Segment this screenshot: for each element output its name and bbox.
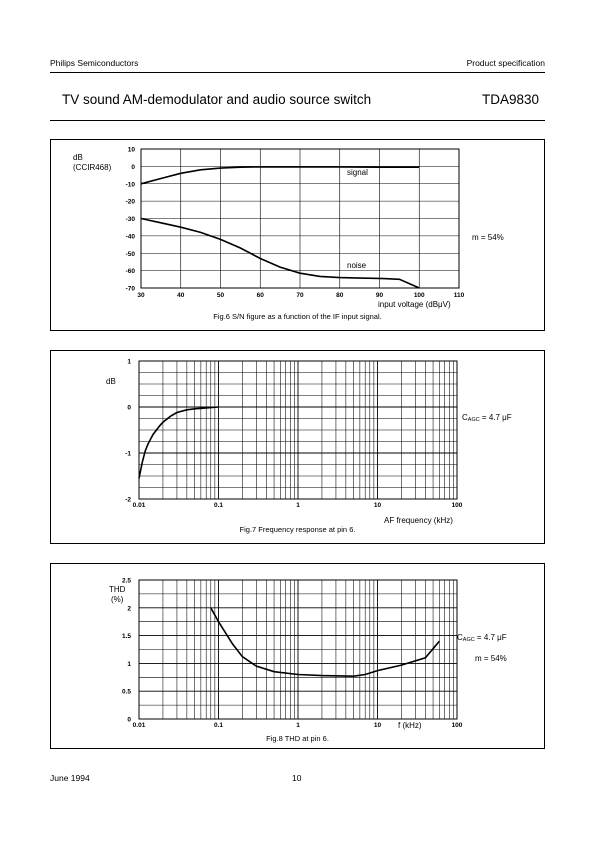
figure-8-panel: 0.01 0.1 1 100 10 2.5 2 1.5 1 0.5 0 THD (%) CAGC =… bbox=[50, 563, 545, 749]
figure-7-xlabel: AF frequency (kHz) bbox=[384, 516, 453, 525]
y-tick-label: -1 bbox=[125, 451, 131, 458]
y-tick-label: -60 bbox=[126, 268, 136, 275]
x-tick-label: 1 bbox=[296, 502, 300, 509]
figure-7-ylabel: dB bbox=[106, 377, 116, 386]
y-tick-label: 0 bbox=[131, 164, 135, 171]
plot-frame bbox=[138, 360, 458, 500]
y-tick-label: -50 bbox=[126, 251, 136, 258]
figure-6-ylabel-line1: dB bbox=[73, 153, 83, 162]
x-tick-label: 0.01 bbox=[133, 722, 146, 729]
figure-8-tick-labels: 0.01 0.1 1 100 10 2.5 2 1.5 1 0.5 0 bbox=[122, 578, 463, 730]
figure-7-panel: 0.01 0.1 1 10 100 1 0 -1 -2 dB CAGC = 4.7 μF AF … bbox=[50, 350, 545, 544]
x-tick-label: 30 bbox=[137, 292, 145, 299]
figure-6-annotation: m = 54% bbox=[472, 233, 504, 242]
x-tick-label: 100 bbox=[452, 722, 463, 729]
x-tick-label: 0.01 bbox=[133, 502, 146, 509]
x-tick-label: 100 bbox=[414, 292, 425, 299]
x-tick-label: 40 bbox=[177, 292, 185, 299]
figure-6-grid bbox=[140, 148, 460, 289]
page-title: TV sound AM-demodulator and audio source… bbox=[62, 92, 372, 107]
y-tick-label: 0.5 bbox=[122, 689, 131, 696]
figure-8-xlabel: f (kHz) bbox=[398, 721, 422, 730]
footer-date: June 1994 bbox=[50, 773, 90, 783]
x-tick-label: 1 bbox=[296, 722, 300, 729]
y-tick-label: -40 bbox=[126, 233, 136, 240]
figure-6-ylabel-line2: (CCIR468) bbox=[73, 163, 112, 172]
figure-6-tick-labels: 30 40 50 60 70 80 90 100 110100-10-20-30-40-50-6… bbox=[126, 147, 465, 300]
series-label-signal: signal bbox=[347, 168, 368, 177]
figure-7-series bbox=[138, 406, 219, 479]
noise-curve bbox=[140, 217, 420, 289]
x-tick-label: 110 bbox=[454, 292, 465, 299]
x-tick-label: 70 bbox=[296, 292, 304, 299]
y-tick-label: 10 bbox=[128, 147, 136, 154]
y-tick-label: -30 bbox=[126, 216, 136, 223]
figure-7-annotation: CAGC = 4.7 μF bbox=[462, 413, 512, 423]
x-tick-label: 0.1 bbox=[214, 722, 223, 729]
response-curve bbox=[138, 406, 219, 479]
response-curve bbox=[210, 607, 441, 678]
y-tick-label: 0 bbox=[127, 405, 131, 412]
figure-8-annotation-cagc: CAGC = 4.7 μF bbox=[457, 633, 507, 643]
y-tick-label: -70 bbox=[126, 286, 136, 293]
figure-8-annotation-m: m = 54% bbox=[475, 654, 507, 663]
figure-6-chart: 30 40 50 60 70 80 90 100 110100-10-20-30-40-50-6… bbox=[73, 147, 504, 310]
figure-8-ylabel-line2: (%) bbox=[111, 595, 124, 604]
y-tick-label: 0 bbox=[127, 717, 131, 724]
y-tick-label: -20 bbox=[126, 199, 136, 206]
y-tick-label: 1.5 bbox=[122, 633, 131, 640]
company-name: Philips Semiconductors bbox=[50, 58, 139, 68]
figure-6-caption: Fig.6 S/N figure as a function of the IF… bbox=[213, 312, 382, 321]
header-rule bbox=[50, 72, 545, 73]
x-tick-label: 10 bbox=[374, 722, 382, 729]
x-tick-label: 50 bbox=[217, 292, 225, 299]
figure-6-series bbox=[140, 166, 420, 289]
y-tick-label: 1 bbox=[127, 661, 131, 668]
part-number: TDA9830 bbox=[481, 92, 539, 107]
plot-frame bbox=[138, 579, 458, 720]
figure-6-panel: 30 40 50 60 70 80 90 100 110 10 0 -10 -20 -30 -40 -50 -6… bbox=[50, 139, 545, 331]
x-tick-label: 0.1 bbox=[214, 502, 223, 509]
document-type: Product specification bbox=[466, 58, 545, 68]
y-tick-label: -2 bbox=[125, 497, 131, 504]
figure-7-caption: Fig.7 Frequency response at pin 6. bbox=[239, 525, 356, 534]
figure-8-caption: Fig.8 THD at pin 6. bbox=[266, 734, 329, 743]
figure-6-xlabel: input voltage (dBμV) bbox=[378, 300, 451, 309]
y-tick-label: 1 bbox=[127, 359, 131, 366]
title-rule bbox=[50, 120, 545, 121]
figure-8-chart: 0.01 0.1 1 100 10 2.5 2 1.5 1 0.5 0 THD (%) CAGC =… bbox=[109, 578, 507, 731]
signal-curve bbox=[140, 166, 420, 185]
figure-7-grid bbox=[138, 360, 458, 500]
x-tick-label: 10 bbox=[374, 502, 382, 509]
y-tick-label: -10 bbox=[126, 181, 136, 188]
x-tick-label: 80 bbox=[336, 292, 344, 299]
y-tick-label: 2.5 bbox=[122, 578, 131, 585]
y-tick-label: 2 bbox=[127, 605, 131, 612]
x-tick-label: 100 bbox=[452, 502, 463, 509]
x-tick-label: 90 bbox=[376, 292, 384, 299]
footer-page-number: 10 bbox=[292, 773, 302, 783]
series-label-noise: noise bbox=[347, 261, 367, 270]
figure-8-ylabel-line1: THD bbox=[109, 585, 126, 594]
figure-8-grid bbox=[138, 579, 458, 720]
x-tick-label: 60 bbox=[257, 292, 265, 299]
figure-8-series bbox=[210, 607, 441, 678]
